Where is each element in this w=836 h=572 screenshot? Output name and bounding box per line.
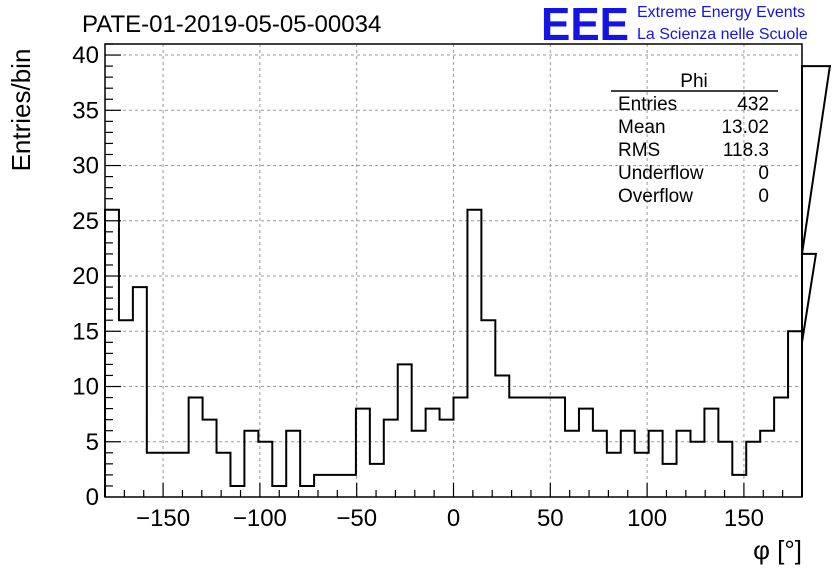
eee-logo-line2: La Scienza nelle Scuole	[637, 26, 808, 43]
x-tick-label: 0	[447, 505, 460, 532]
grid	[105, 44, 802, 497]
x-tick-label: −150	[136, 505, 190, 532]
stats-label: Entries	[618, 94, 677, 115]
y-tick-label: 20	[72, 263, 99, 290]
y-tick-label: 0	[86, 484, 99, 511]
stats-label: RMS	[618, 140, 660, 161]
stats-value: 432	[737, 94, 769, 115]
y-tick-label: 15	[72, 318, 99, 345]
stats-label: Mean	[618, 117, 666, 138]
x-tick-label: 150	[724, 505, 764, 532]
eee-logo-mark: EEE	[541, 0, 629, 50]
eee-logo: EEE Extreme Energy Events La Scienza nel…	[541, 0, 808, 50]
stats-value: 0	[758, 186, 769, 207]
x-tick-label: 100	[627, 505, 667, 532]
chart-title: PATE-01-2019-05-05-00034	[82, 11, 381, 38]
x-axis-title: φ [°]	[753, 535, 802, 565]
y-axis-title: Entries/bin	[6, 49, 36, 172]
x-tick-labels: −150 −100 −50 0 50 100 150	[136, 505, 764, 532]
x-tick-label: 50	[537, 505, 564, 532]
histogram-outline	[104, 65, 832, 497]
stats-label: Overflow	[618, 186, 693, 207]
y-tick-labels: 0 5 10 15 20 25 30 35 40	[72, 42, 99, 511]
axis-ticks	[105, 43, 784, 497]
x-tick-label: −100	[233, 505, 287, 532]
stats-box: Phi Entries 432 Mean 13.02 RMS 118.3 Underflow…	[611, 71, 778, 207]
stats-label: Underflow	[618, 163, 704, 184]
y-tick-label: 30	[72, 153, 99, 180]
stats-value: 118.3	[723, 140, 769, 161]
y-tick-label: 40	[72, 42, 99, 69]
y-tick-label: 5	[86, 429, 99, 456]
y-tick-label: 25	[72, 208, 99, 235]
stats-value: 13.02	[721, 117, 769, 138]
stats-rows: Entries 432 Mean 13.02 RMS 118.3 Underflow 0 Ove…	[618, 94, 769, 207]
y-tick-label: 10	[72, 374, 99, 401]
eee-logo-line1: Extreme Energy Events	[637, 4, 805, 21]
y-tick-label: 35	[72, 97, 99, 124]
stats-value: 0	[758, 163, 769, 184]
x-tick-label: −50	[336, 505, 377, 532]
stats-box-title: Phi	[680, 71, 707, 92]
